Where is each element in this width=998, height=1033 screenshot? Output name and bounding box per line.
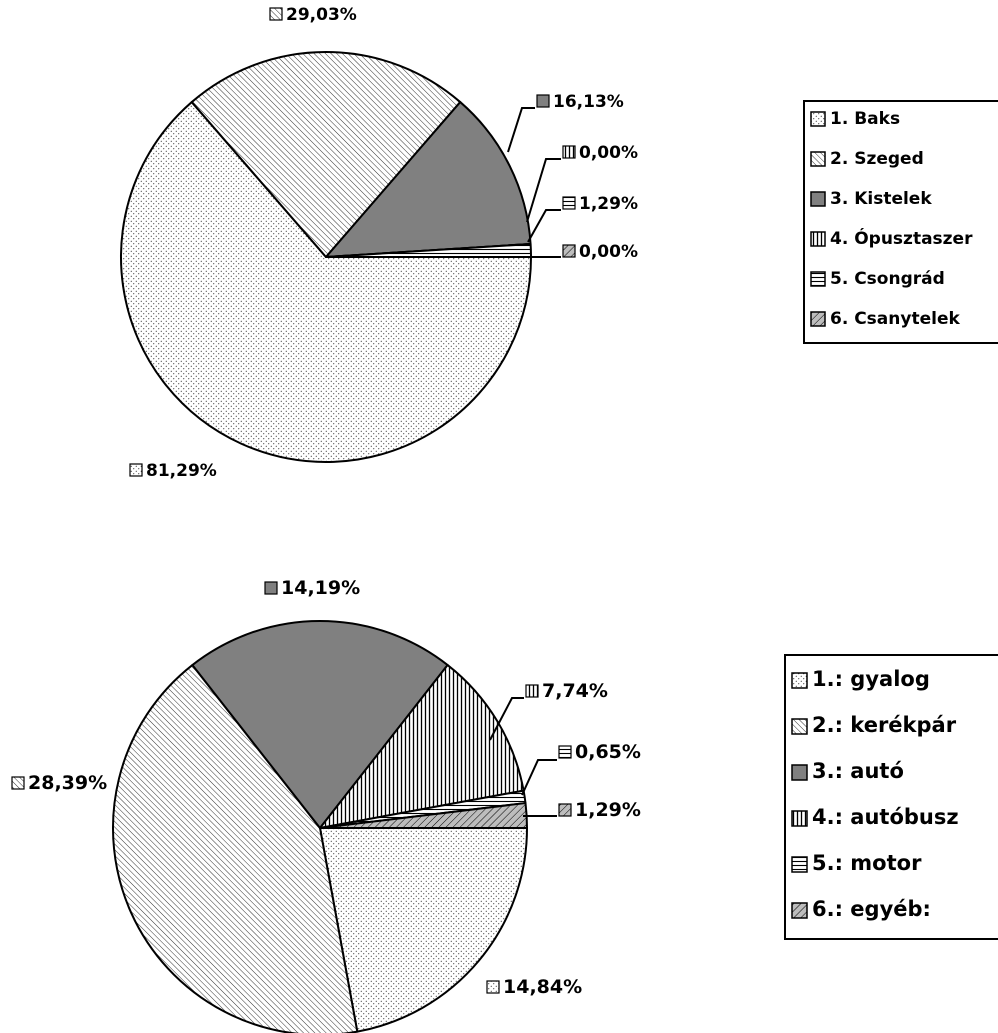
pie2-data-label-5: 0,65%	[575, 741, 641, 763]
pie2-legend-entry-6: 6.: egyéb:	[812, 897, 931, 921]
pie2-data-label-6: 1,29%	[575, 799, 641, 821]
pie1-legend-entry-4: 4. Ópusztaszer	[830, 227, 973, 249]
pie1-label-swatch-4	[562, 145, 576, 159]
pie2-slice-3	[191, 620, 449, 829]
pie2-slice-4	[319, 664, 525, 829]
pie1-label-swatch-2	[269, 7, 283, 21]
pie1-slice-2	[190, 51, 462, 258]
pie1-legend-entry-3: 3. Kistelek	[830, 189, 932, 209]
pie1-slice-3	[325, 101, 532, 258]
pie2-slice-2	[112, 664, 359, 1033]
pie2-data-label-4: 7,74%	[542, 680, 608, 702]
pie1-legend-swatch-5	[810, 271, 826, 287]
pie1-legend	[803, 100, 998, 344]
pie1-label-swatch-1	[129, 463, 143, 477]
pie2-legend-entry-2: 2.: kerékpár	[812, 713, 957, 737]
pie2-legend-swatch-3	[791, 764, 808, 781]
pie2-legend-swatch-1	[791, 672, 808, 689]
pie2-legend-entry-1: 1.: gyalog	[812, 667, 930, 691]
pie1-leader-4	[526, 158, 561, 223]
pie2-legend-swatch-5	[791, 856, 808, 873]
pie1-data-label-6: 0,00%	[579, 242, 638, 262]
pie1-leader-3	[507, 107, 535, 153]
pie1-legend-entry-5: 5. Csongrád	[830, 269, 945, 289]
pie1-data-label-5: 1,29%	[579, 194, 638, 214]
pie1-label-swatch-6	[562, 244, 576, 258]
pie2-legend	[784, 654, 998, 940]
pie1-legend-swatch-3	[810, 191, 826, 207]
pie2-leader-4	[489, 697, 524, 741]
pie2-label-swatch-4	[525, 684, 539, 698]
pie1-label-swatch-5	[562, 196, 576, 210]
pie2-legend-entry-5: 5.: motor	[812, 851, 922, 875]
pie-chart-2: 14,84% 28,39% 14,19% 7,74% 0,65% 1,29% 1.: gya…	[11, 577, 998, 1033]
pie1-legend-swatch-1	[810, 111, 826, 127]
pie1-data-label-3: 16,13%	[553, 92, 624, 112]
pie2-data-label-2: 28,39%	[28, 772, 107, 794]
pie1-data-label-2: 29,03%	[286, 5, 357, 25]
pie2-label-swatch-3	[264, 581, 278, 595]
pie2-leader-5	[521, 759, 557, 796]
pie1-legend-entry-6: 6. Csanytelek	[830, 309, 960, 329]
pie1-data-label-4: 0,00%	[579, 143, 638, 163]
pie2-label-swatch-2	[11, 776, 25, 790]
pie2-legend-entry-4: 4.: autóbusz	[812, 805, 959, 829]
pie1-leader-5	[527, 209, 561, 243]
pie2-slice-1	[319, 827, 528, 1033]
pie1-data-label-1: 81,29%	[146, 461, 217, 481]
pie2-legend-entry-3: 3.: autó	[812, 759, 904, 783]
pie1-legend-entry-2: 2. Szeged	[830, 149, 924, 169]
pie1-legend-swatch-6	[810, 311, 826, 327]
pie2-legend-swatch-2	[791, 718, 808, 735]
pie2-label-swatch-6	[558, 803, 572, 817]
pie1-label-swatch-3	[536, 94, 550, 108]
pie2-label-swatch-1	[486, 980, 500, 994]
pie2-label-swatch-5	[558, 745, 572, 759]
pie2-data-label-1: 14,84%	[503, 976, 582, 998]
pie1-legend-swatch-4	[810, 231, 826, 247]
pie2-legend-swatch-4	[791, 810, 808, 827]
pie1-legend-entry-1: 1. Baks	[830, 109, 900, 129]
pie-chart-1: 81,29% 29,03% 16,13% 0,00% 1,29% 0,00% 1. Baks…	[120, 5, 998, 481]
pie1-legend-swatch-2	[810, 151, 826, 167]
pie1-slice-1	[120, 101, 532, 463]
pie2-legend-swatch-6	[791, 902, 808, 919]
pie2-data-label-3: 14,19%	[281, 577, 360, 599]
